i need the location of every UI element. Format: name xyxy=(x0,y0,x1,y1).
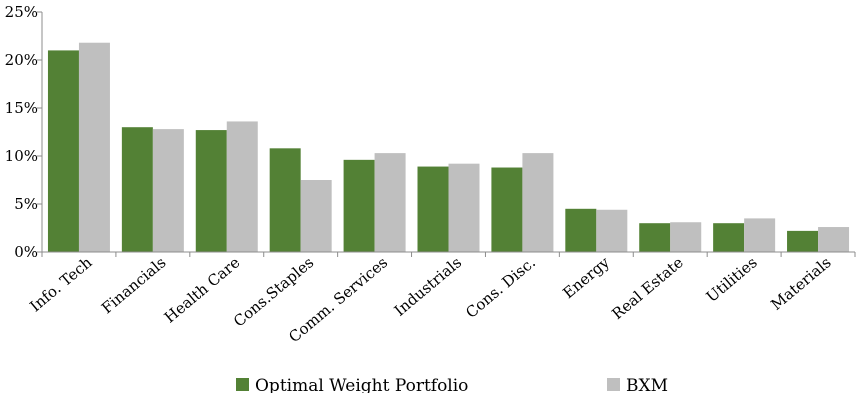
bar-bxm xyxy=(78,42,110,252)
bar-bxm xyxy=(818,227,850,252)
bar-optimal-weight-portfolio xyxy=(713,223,745,252)
x-tick-label: Info. Tech xyxy=(26,253,95,315)
y-axis: 0% 5% 10% 15% 20% 25% xyxy=(5,3,43,261)
bars xyxy=(47,42,850,253)
legend-label: BXM xyxy=(626,376,668,393)
bar-optimal-weight-portfolio xyxy=(121,127,153,252)
x-tick-label: Industrials xyxy=(391,253,465,319)
legend: Optimal Weight Portfolio BXM xyxy=(236,376,668,396)
bar-bxm xyxy=(670,222,702,252)
bar-bxm xyxy=(744,218,776,252)
bar-bxm xyxy=(152,129,184,252)
bar-bxm xyxy=(226,121,258,252)
x-tick-label: Utilities xyxy=(703,253,761,306)
y-tick-label: 0% xyxy=(14,243,38,261)
bar-bxm xyxy=(596,209,628,252)
bar-optimal-weight-portfolio xyxy=(639,223,671,252)
bar-optimal-weight-portfolio xyxy=(47,50,79,253)
bar-optimal-weight-portfolio xyxy=(343,159,375,252)
bar-bxm xyxy=(448,163,480,252)
x-tick-label: Cons. Disc. xyxy=(462,253,539,321)
bar-optimal-weight-portfolio xyxy=(417,166,449,252)
y-tick-label: 20% xyxy=(5,51,38,69)
legend-swatch xyxy=(607,378,620,391)
x-tick-label: Financials xyxy=(98,253,169,317)
y-tick-label: 25% xyxy=(5,3,38,21)
bar-optimal-weight-portfolio xyxy=(195,130,227,252)
legend-label: Optimal Weight Portfolio xyxy=(255,376,468,393)
y-tick-label: 15% xyxy=(5,99,38,117)
bar-optimal-weight-portfolio xyxy=(491,167,523,252)
bar-optimal-weight-portfolio xyxy=(269,148,301,252)
x-tick-label: Real Estate xyxy=(608,253,686,323)
legend-item-bxm: BXM xyxy=(607,376,668,396)
legend-swatch xyxy=(236,378,249,391)
bar-bxm xyxy=(522,153,554,252)
bar-optimal-weight-portfolio xyxy=(565,208,597,252)
x-tick-label: Energy xyxy=(559,253,613,302)
legend-item-optimal-weight-portfolio: Optimal Weight Portfolio xyxy=(236,376,468,396)
x-tick-label: Materials xyxy=(767,253,834,313)
bar-optimal-weight-portfolio xyxy=(787,230,819,252)
bar-bxm xyxy=(374,153,406,252)
bar-bxm xyxy=(300,180,332,252)
y-tick-label: 5% xyxy=(14,195,38,213)
y-tick-label: 10% xyxy=(5,147,38,165)
